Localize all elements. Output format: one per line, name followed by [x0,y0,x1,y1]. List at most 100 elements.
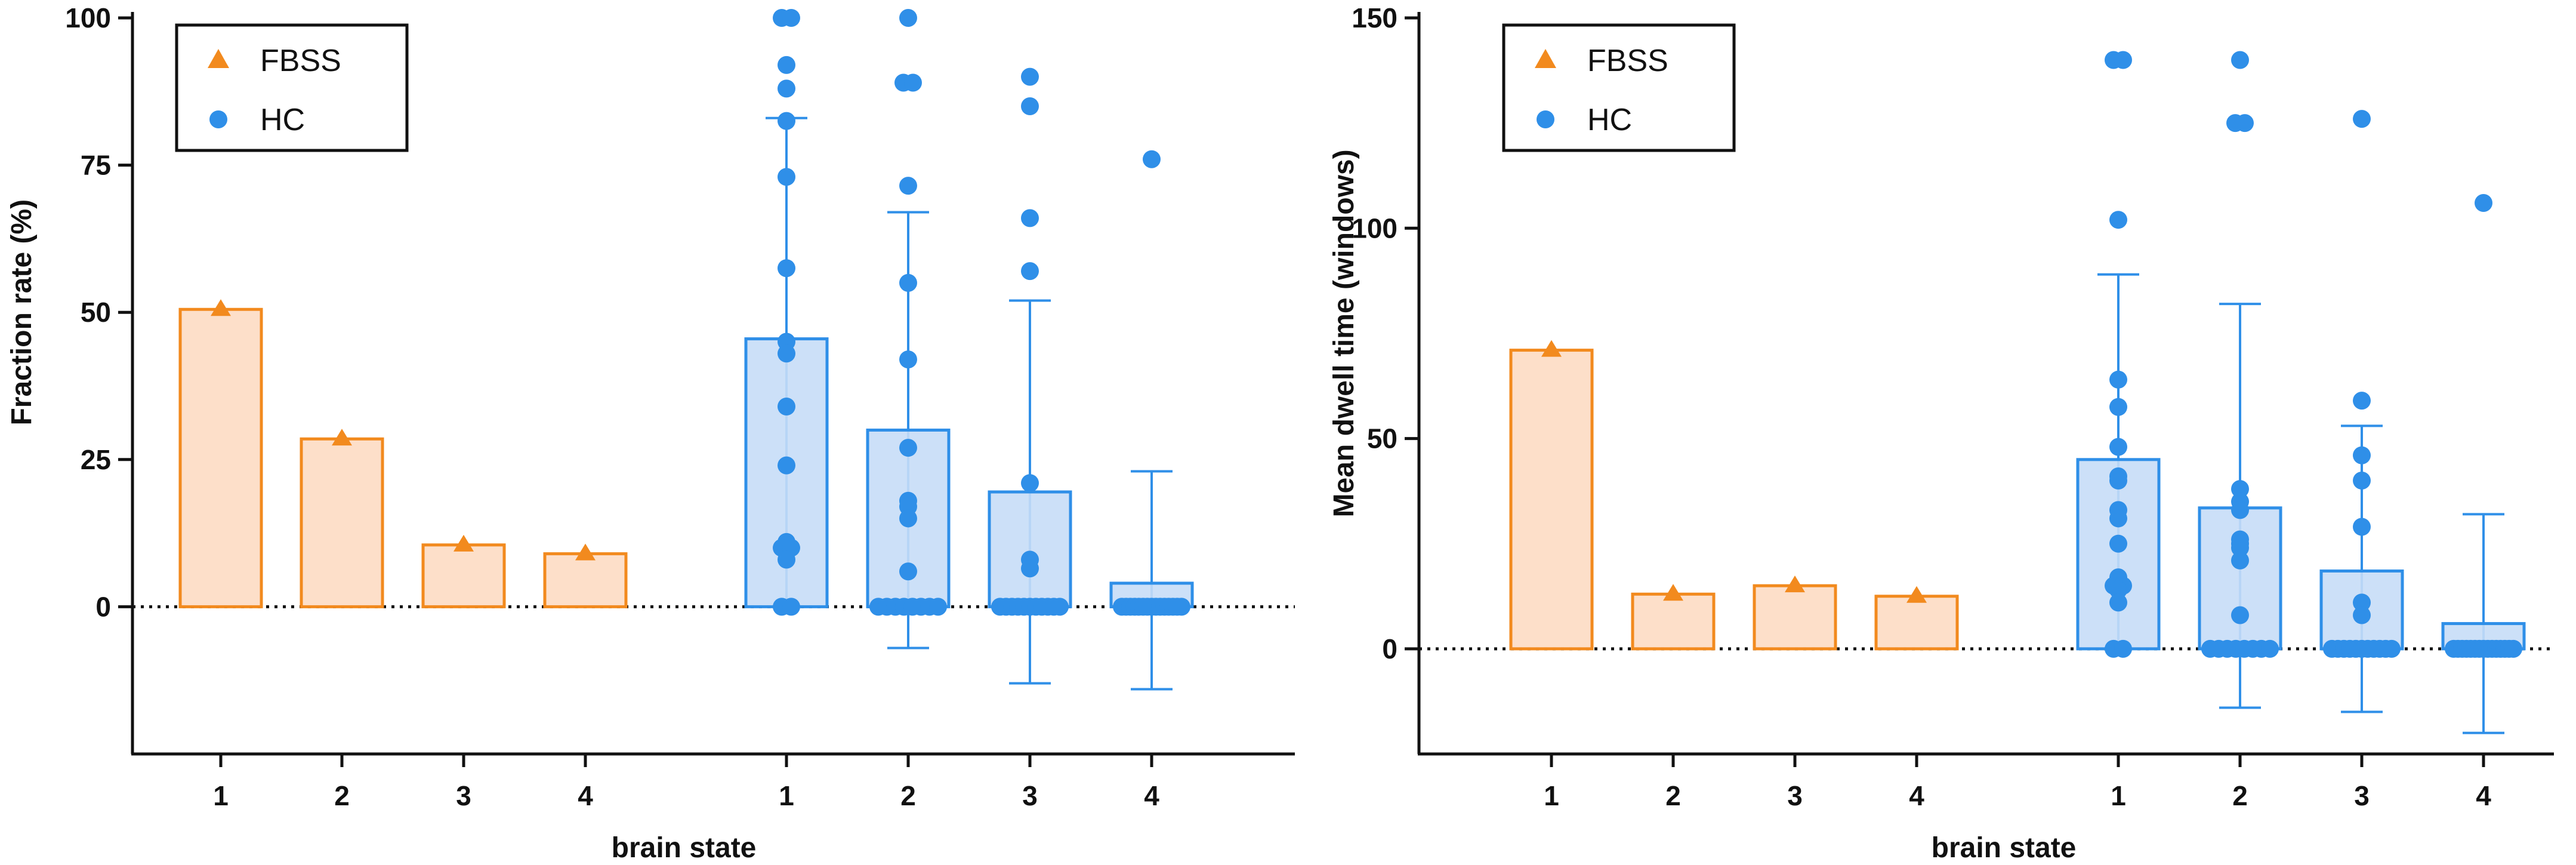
bar-fbss-state-1 [1509,349,1594,651]
legend-label-hc: HC [1587,103,1632,137]
data-point-hc [2353,606,2371,624]
mean-point-fbss [454,534,474,552]
y-tick-label: 0 [95,591,111,622]
bar-fbss-state-3 [1753,584,1837,651]
data-point-hc [782,9,800,27]
data-point-hc [778,398,795,416]
data-point-hc [2231,606,2249,624]
data-point-hc [2383,639,2401,658]
legend-box [175,23,409,152]
mean-point-fbss [1541,340,1562,357]
legend-triangle-icon [1535,49,1556,68]
bar-fbss-state-2 [1631,592,1716,651]
mean-point-fbss [1785,575,1805,593]
data-point-hc [899,562,917,581]
y-tick-label: 50 [81,297,111,328]
y-tick-label: 0 [1382,633,1397,664]
y-tick-label: 150 [1352,2,1397,33]
data-point-hc [1021,559,1039,578]
data-point-hc [778,259,795,278]
data-point-hc [778,112,795,130]
data-point-hc [2231,551,2249,570]
x-tick-label: 1 [1544,780,1559,811]
x-axis-title: brain state [1932,832,2077,864]
data-point-hc [899,350,917,369]
y-tick-label: 75 [81,150,111,181]
data-point-hc [2109,593,2127,612]
bar-hc-state-1 [2076,458,2161,651]
data-point-hc [2231,480,2249,498]
x-tick-label: 1 [779,780,794,811]
data-point-hc [2231,538,2249,557]
legend-label-hc: HC [260,103,305,137]
x-tick-label: 3 [1787,780,1803,811]
legend-label-fbss: FBSS [260,44,341,78]
x-tick-label: 1 [2111,780,2126,811]
data-point-hc [899,9,917,27]
data-point-hc [2109,398,2127,416]
data-point-hc [1021,474,1039,492]
data-point-hc [2353,446,2371,464]
legend-label-fbss: FBSS [1587,44,1668,78]
y-tick-label: 100 [65,2,111,33]
x-tick-label: 4 [1909,780,1924,811]
bar-fbss-state-3 [421,543,506,608]
data-point-hc [2109,534,2127,553]
bar-fbss-state-4 [543,552,628,608]
mean-point-fbss [1663,584,1683,601]
x-tick-label: 2 [2232,780,2248,811]
data-point-hc [1051,598,1069,616]
data-point-hc [899,177,917,195]
x-tick-label: 3 [1022,780,1038,811]
data-point-hc [2114,639,2132,658]
mean-point-fbss [1906,586,1927,603]
data-point-hc [2353,593,2371,612]
data-point-hc [899,273,917,292]
data-point-hc [1021,209,1039,227]
data-point-hc [1021,262,1039,281]
data-point-hc [778,56,795,74]
data-point-hc [2231,51,2249,69]
x-tick-label: 4 [578,780,593,811]
chart-mean-dwell-time: 0 50 100 150 1 2 3 4 1 2 3 4 brain state Mean dwell t… [1328,2,2554,864]
y-axis-title: Fraction rate (%) [6,199,38,426]
data-point-hc [2353,392,2371,410]
data-point-hc [1143,150,1161,168]
bar-hc-state-3 [988,490,1072,608]
data-point-hc [2109,472,2127,490]
y-tick-label: 100 [1352,213,1397,244]
data-point-hc [2109,581,2127,599]
x-tick-label: 3 [2354,780,2370,811]
legend-circle-icon [209,110,227,128]
x-tick-label: 2 [334,780,350,811]
data-point-hc [2114,51,2132,69]
y-axis-title: Mean dwell time (windows) [1328,149,1360,517]
legend-circle-icon [1537,110,1554,128]
data-point-hc [904,73,922,92]
x-tick-label: 1 [213,780,229,811]
legend-box [1502,23,1736,152]
data-point-hc [778,550,795,569]
data-point-hc [2231,501,2249,519]
data-point-hc [2353,472,2371,490]
mean-point-fbss [575,543,596,561]
y-tick-label: 25 [81,444,111,475]
y-tick-label: 50 [1367,423,1397,454]
data-point-hc [2353,110,2371,128]
data-point-hc [2353,518,2371,536]
data-point-hc [2109,509,2127,528]
data-point-hc [2236,114,2254,133]
x-tick-label: 3 [456,780,471,811]
data-point-hc [2504,639,2522,658]
bar-hc-state-2 [2198,506,2282,651]
data-point-hc [1021,67,1039,86]
chart-fraction-rate: 0 25 50 75 100 1 2 3 4 1 2 3 4 brain state Fraction ra… [6,2,1295,864]
mean-point-fbss [332,429,352,446]
bar-fbss-state-1 [178,307,263,608]
data-point-hc [2261,639,2279,658]
x-tick-label: 2 [900,780,916,811]
data-point-hc [2109,370,2127,389]
data-point-hc [778,344,795,363]
data-point-hc [1173,598,1190,616]
